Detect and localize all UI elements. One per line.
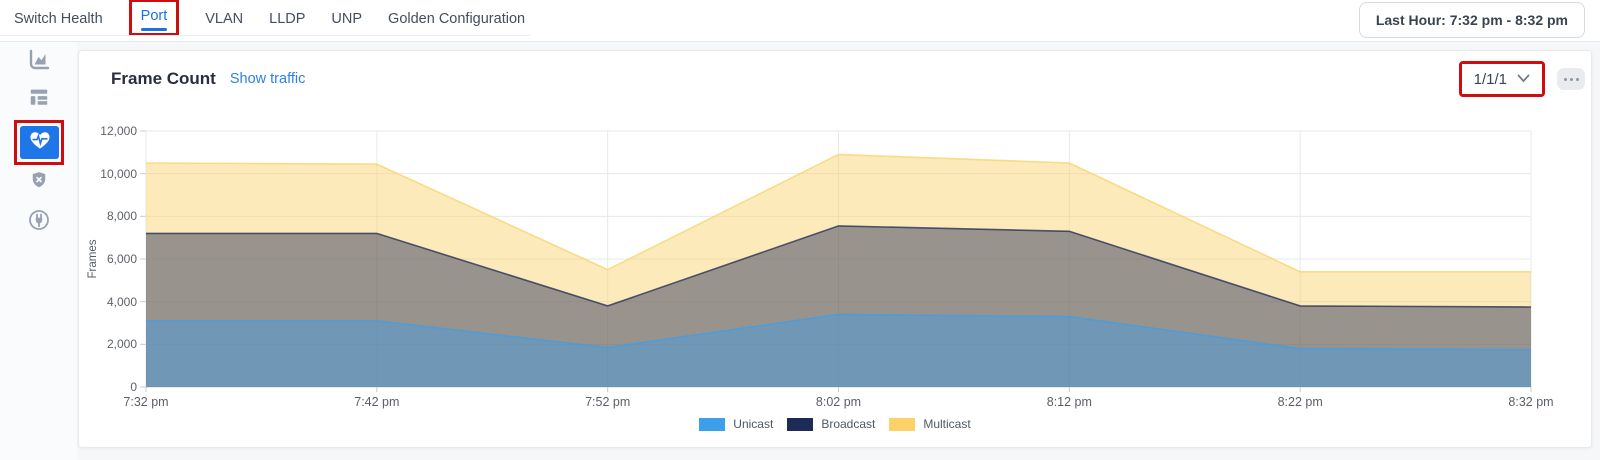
legend-label: Unicast: [733, 417, 774, 431]
y-tick-label: 8,000: [106, 209, 137, 224]
health-heart-icon: [28, 128, 52, 157]
y-tick-label: 4,000: [106, 294, 137, 309]
card-header-actions: 1/1/1: [1458, 61, 1585, 97]
list-report-icon: [28, 86, 50, 108]
chevron-down-icon: [1517, 70, 1530, 88]
port-selector-value: 1/1/1: [1473, 70, 1507, 88]
x-tick-label: 8:22 pm: [1277, 395, 1323, 409]
diagnostics-plug-icon: [27, 208, 51, 232]
x-tick-label: 7:32 pm: [123, 395, 169, 409]
x-tick-label: 7:52 pm: [585, 395, 631, 409]
time-range-label: Last Hour: 7:32 pm - 8:32 pm: [1375, 12, 1568, 28]
tab-strip-divider: [0, 35, 530, 36]
x-axis-tick-labels: 7:32 pm 7:42 pm 7:52 pm 8:02 pm 8:12 pm 8:22 …: [123, 395, 1553, 411]
top-navigation-bar: Switch Health Port VLAN LLDP UNP Golden Confi…: [0, 0, 1600, 42]
y-tick-label: 6,000: [106, 252, 137, 266]
content-area: Frame Count Show traffic 1/1/1: [0, 42, 1600, 460]
time-range-selector[interactable]: Last Hour: 7:32 pm - 8:32 pm: [1358, 2, 1585, 38]
show-traffic-link[interactable]: Show traffic: [229, 71, 306, 87]
x-tick-label: 8:02 pm: [815, 395, 862, 409]
tab-lldp[interactable]: LLDP: [269, 11, 306, 27]
card-header: Frame Count Show traffic 1/1/1: [79, 57, 1591, 101]
x-tick-label: 8:32 pm: [1508, 395, 1554, 409]
x-tick-label: 7:42 pm: [354, 395, 400, 409]
legend-item-unicast[interactable]: Unicast: [699, 417, 773, 431]
port-selector-dropdown[interactable]: 1/1/1: [1461, 64, 1542, 94]
annotation-box-port-selector: 1/1/1: [1458, 61, 1545, 97]
tab-golden-configuration[interactable]: Golden Configuration: [388, 11, 526, 27]
more-options-icon: [1563, 77, 1579, 81]
performance-chart-icon: [27, 48, 51, 72]
tab-unp[interactable]: UNP: [331, 11, 363, 27]
shield-x-icon: [29, 170, 49, 190]
chart-legend: Unicast Broadcast Multicast: [79, 417, 1591, 431]
legend-item-multicast[interactable]: Multicast: [889, 417, 971, 431]
sidebar-item-performance[interactable]: [0, 48, 77, 72]
y-tick-label: 12,000: [100, 124, 137, 138]
legend-swatch: [699, 417, 726, 431]
sidebar-item-health-selected[interactable]: [20, 126, 59, 159]
tab-vlan[interactable]: VLAN: [205, 11, 244, 27]
y-tick-label: 2,000: [106, 337, 137, 352]
y-axis-tick-labels: 0 2,000 4,000 6,000 8,000 10,000 12,000: [79, 124, 137, 394]
sidebar-item-diagnostics[interactable]: [0, 208, 77, 232]
sidebar: [0, 42, 77, 460]
frame-count-card: Frame Count Show traffic 1/1/1: [78, 50, 1592, 448]
more-options-button[interactable]: [1557, 68, 1585, 90]
legend-label: Multicast: [923, 417, 971, 431]
sidebar-item-security[interactable]: [0, 170, 77, 190]
annotation-box-health-icon: [14, 120, 64, 165]
legend-label: Broadcast: [821, 417, 876, 431]
y-tick-label: 10,000: [100, 166, 137, 181]
y-tick-label: 0: [130, 380, 137, 394]
legend-item-broadcast[interactable]: Broadcast: [787, 417, 875, 431]
sidebar-item-reports[interactable]: [0, 86, 77, 108]
legend-swatch: [787, 417, 814, 431]
tab-strip: Switch Health Port VLAN LLDP UNP Golden Confi…: [14, 0, 525, 36]
annotation-box-port-tab: Port: [128, 0, 180, 36]
x-tick-label: 8:12 pm: [1046, 395, 1092, 409]
tab-switch-health[interactable]: Switch Health: [14, 11, 103, 27]
legend-swatch: [889, 417, 916, 431]
tab-port[interactable]: Port: [140, 7, 168, 24]
page-title: Frame Count: [111, 69, 216, 88]
frame-count-chart[interactable]: [140, 130, 1532, 392]
